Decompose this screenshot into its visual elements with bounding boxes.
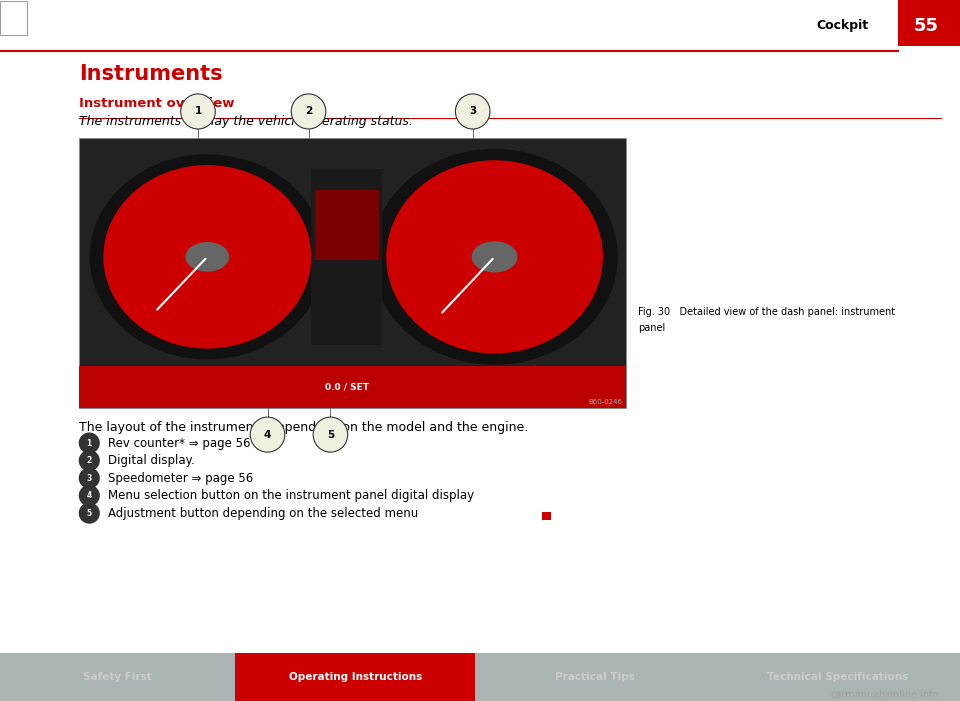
Text: Cockpit: Cockpit	[817, 20, 869, 32]
Text: carmanualsonline.info: carmanualsonline.info	[830, 690, 939, 700]
Text: Operating Instructions: Operating Instructions	[289, 672, 421, 682]
Bar	[0, 1, 27, 35]
Ellipse shape	[79, 503, 100, 524]
Bar	[235, 653, 475, 701]
Bar	[933, 1, 960, 35]
Ellipse shape	[89, 154, 324, 360]
Ellipse shape	[386, 161, 603, 353]
Bar	[79, 366, 626, 408]
Text: Rev counter* ⇒ page 56: Rev counter* ⇒ page 56	[108, 437, 250, 449]
Bar	[315, 190, 378, 260]
Ellipse shape	[471, 241, 517, 273]
Bar	[79, 138, 626, 408]
Bar	[311, 169, 382, 345]
Text: Technical Specifications: Technical Specifications	[767, 672, 908, 682]
Text: Adjustment button depending on the selected menu: Adjustment button depending on the selec…	[108, 507, 418, 519]
Ellipse shape	[104, 165, 311, 348]
Text: Digital display.: Digital display.	[108, 454, 194, 467]
Text: 1: 1	[86, 439, 92, 447]
Text: Instruments: Instruments	[79, 64, 223, 84]
Ellipse shape	[372, 149, 617, 365]
Text: The layout of the instruments depends upon the model and the engine.: The layout of the instruments depends up…	[79, 421, 528, 434]
Ellipse shape	[455, 94, 490, 129]
Text: 5: 5	[326, 430, 334, 440]
Text: Menu selection button on the instrument panel digital display: Menu selection button on the instrument …	[108, 489, 473, 502]
Ellipse shape	[291, 94, 325, 129]
Bar	[0, 653, 960, 701]
Ellipse shape	[79, 485, 100, 506]
Text: Speedometer ⇒ page 56: Speedometer ⇒ page 56	[108, 472, 252, 484]
Text: panel: panel	[638, 323, 665, 333]
Text: 55: 55	[914, 17, 939, 35]
Bar	[542, 512, 551, 520]
Text: Practical Tips: Practical Tips	[555, 672, 636, 682]
Text: The instruments display the vehicle operating status.: The instruments display the vehicle oper…	[79, 114, 413, 128]
Text: 2: 2	[86, 456, 92, 465]
Text: 5: 5	[86, 509, 92, 517]
Text: Safety First: Safety First	[84, 672, 152, 682]
Text: 3: 3	[469, 107, 476, 116]
Ellipse shape	[79, 433, 100, 454]
Text: Instrument overview: Instrument overview	[79, 97, 234, 110]
Ellipse shape	[180, 94, 215, 129]
Ellipse shape	[79, 468, 100, 489]
Bar	[898, 0, 960, 46]
Text: B60-0246: B60-0246	[588, 399, 622, 405]
Text: 0.0 / SET: 0.0 / SET	[324, 383, 369, 392]
Ellipse shape	[313, 417, 348, 452]
Text: 2: 2	[305, 107, 312, 116]
Ellipse shape	[79, 450, 100, 471]
Text: 4: 4	[86, 491, 92, 500]
Text: 3: 3	[86, 474, 92, 482]
Ellipse shape	[185, 242, 229, 272]
Ellipse shape	[251, 417, 285, 452]
Text: Fig. 30   Detailed view of the dash panel: instrument: Fig. 30 Detailed view of the dash panel:…	[638, 307, 896, 317]
Text: 1: 1	[194, 107, 202, 116]
Text: 4: 4	[264, 430, 271, 440]
